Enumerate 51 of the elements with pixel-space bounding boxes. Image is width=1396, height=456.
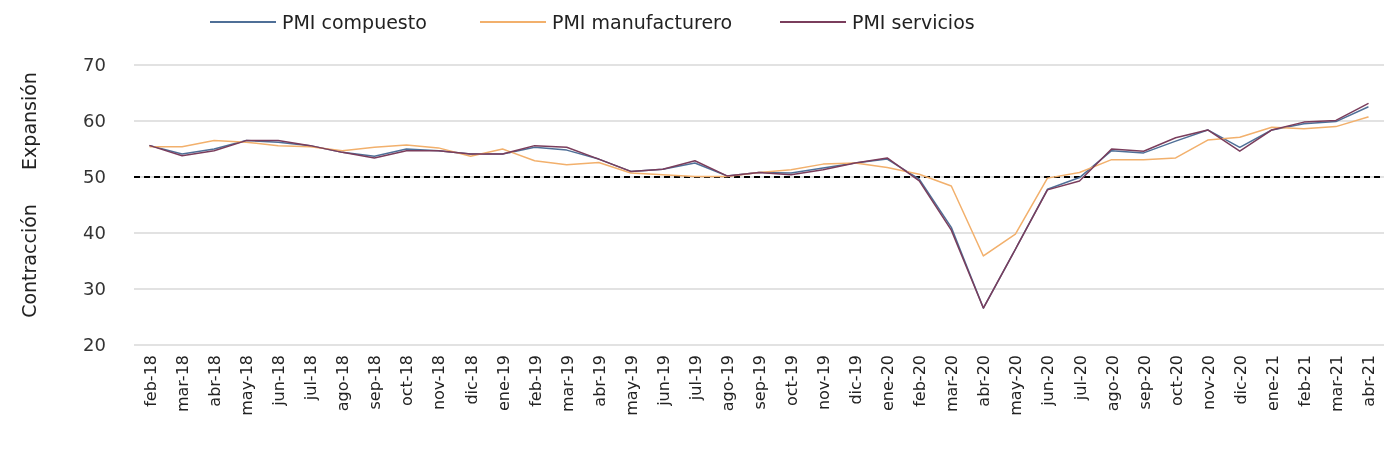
x-tick-label: jun-18 <box>269 355 289 407</box>
x-tick-label: nov-20 <box>1198 355 1218 411</box>
legend-label: PMI servicios <box>852 10 975 33</box>
legend-label: PMI manufacturero <box>552 10 733 33</box>
y-tick-label: 20 <box>83 334 106 356</box>
x-tick-label: feb-19 <box>525 355 545 407</box>
x-tick-label: jun-20 <box>1038 355 1058 407</box>
x-tick-label: abr-19 <box>589 355 609 407</box>
x-tick-label: mar-20 <box>942 355 962 413</box>
x-tick-label: ene-19 <box>493 355 513 411</box>
x-tick-label: ene-20 <box>878 355 898 411</box>
x-tick-label: jul-20 <box>1070 355 1090 402</box>
x-tick-label: ago-20 <box>1102 355 1122 412</box>
y-tick-label: 30 <box>83 278 106 300</box>
x-tick-label: feb-18 <box>141 355 161 407</box>
x-tick-label: sep-19 <box>750 355 769 410</box>
legend-label: PMI compuesto <box>282 10 427 33</box>
x-tick-label: jun-19 <box>653 355 673 407</box>
x-tick-label: jul-18 <box>301 355 321 402</box>
text: Contracción <box>18 204 40 318</box>
x-tick-label: mar-19 <box>557 355 577 413</box>
x-tick-label: ene-21 <box>1262 355 1282 411</box>
x-tick-label: may-19 <box>621 355 641 416</box>
x-tick-label: nov-19 <box>814 355 834 411</box>
x-tick-label: dic-18 <box>461 355 481 405</box>
x-tick-label: feb-20 <box>910 355 930 407</box>
x-tick-label: oct-20 <box>1166 355 1186 406</box>
x-tick-label: feb-21 <box>1294 355 1314 407</box>
x-tick-label: nov-18 <box>429 355 449 411</box>
x-tick-label: ago-18 <box>333 355 353 412</box>
x-tick-label: oct-18 <box>397 355 417 406</box>
x-tick-label: mar-18 <box>173 355 193 413</box>
x-tick-label: oct-19 <box>782 355 802 406</box>
x-tick-label: abr-21 <box>1358 355 1378 407</box>
y-tick-label: 50 <box>83 166 106 188</box>
x-tick-label: mar-21 <box>1326 355 1346 413</box>
x-tick-label: dic-20 <box>1230 355 1250 405</box>
x-tick-label: abr-18 <box>205 355 225 407</box>
x-tick-label: ago-19 <box>717 355 737 412</box>
x-tick-label: dic-19 <box>846 355 866 405</box>
x-tick-label: abr-20 <box>974 355 994 407</box>
y-tick-label: 60 <box>83 110 106 132</box>
line-series <box>149 116 1369 257</box>
x-tick-label: sep-18 <box>365 355 385 410</box>
x-tick-label: jul-19 <box>685 355 705 402</box>
x-tick-label: may-20 <box>1006 355 1026 416</box>
y-tick-label: 40 <box>83 222 106 244</box>
y-tick-label: 70 <box>83 54 106 76</box>
x-tick-label: sep-20 <box>1134 355 1154 410</box>
text: Expansión <box>18 72 40 170</box>
x-tick-label: may-18 <box>237 355 257 416</box>
